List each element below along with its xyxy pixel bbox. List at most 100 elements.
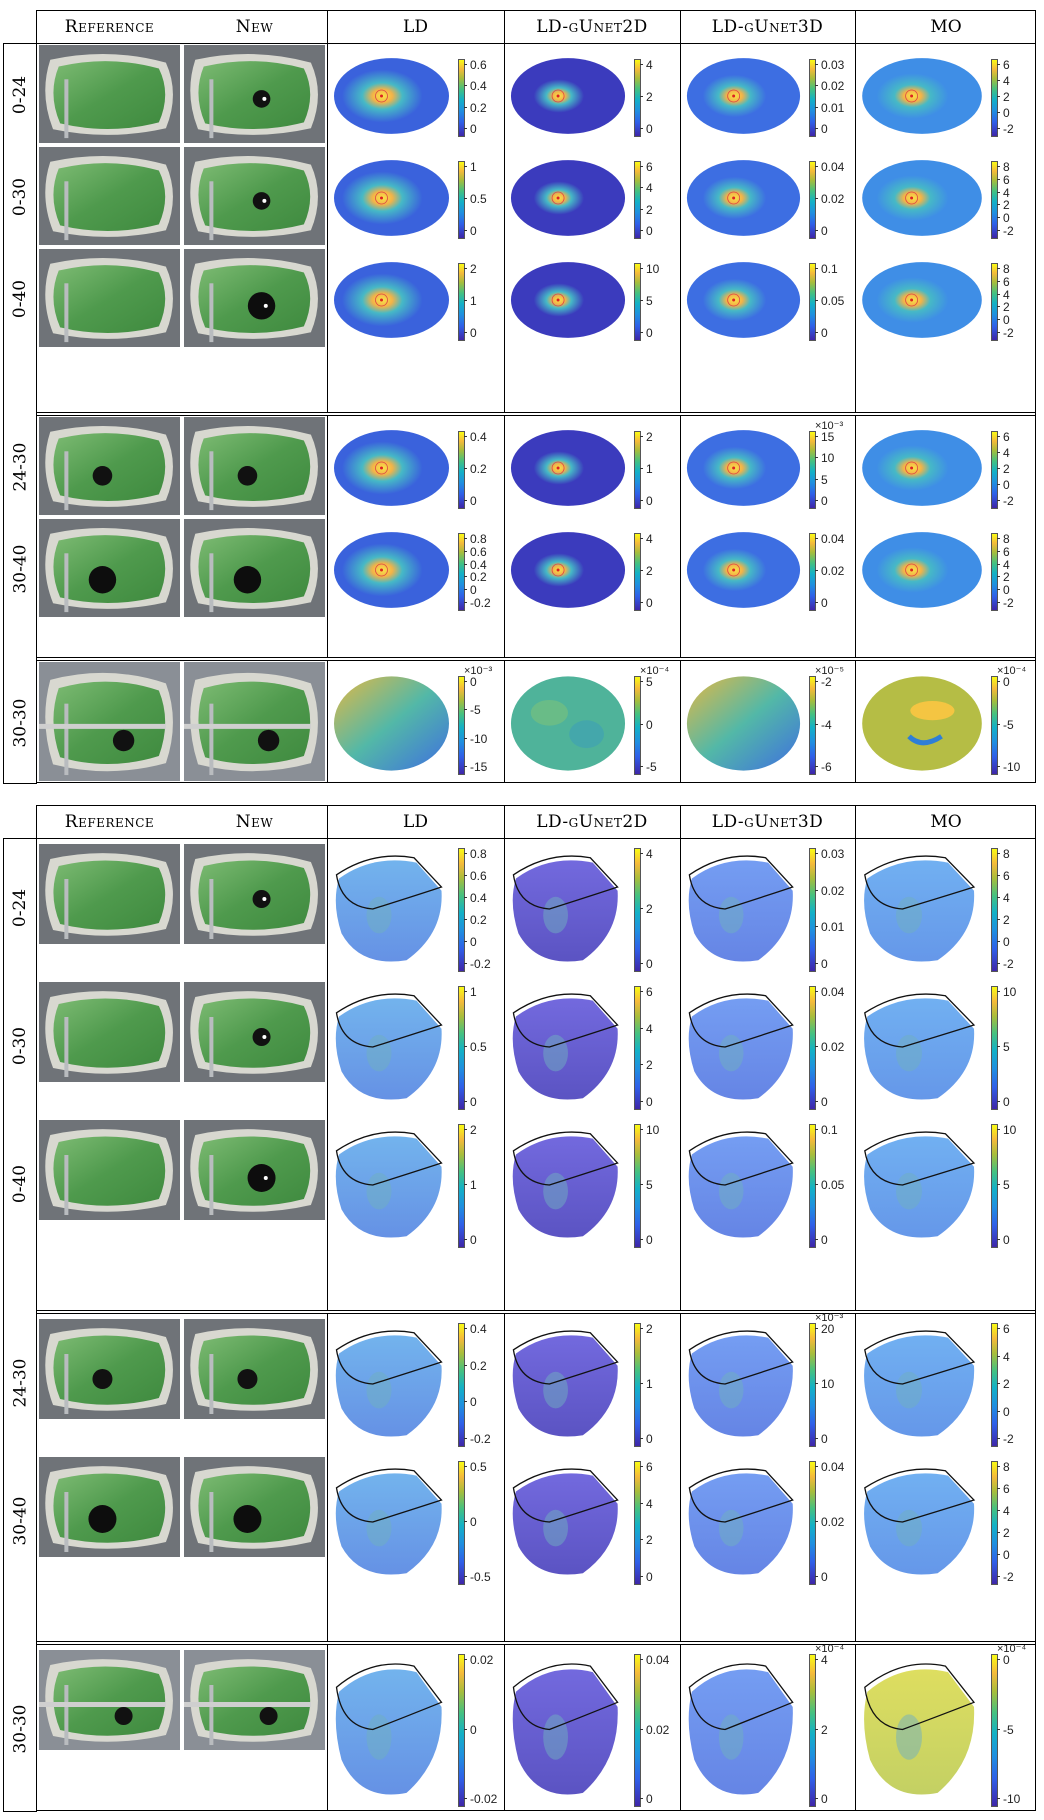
colorbar-tick: 15 [814, 430, 835, 444]
colorbar [458, 59, 465, 137]
colorbar-tick: 0 [464, 583, 477, 598]
heatmap-mo [857, 257, 987, 343]
colorbar-tick: 0 [997, 1095, 1010, 1109]
heatmap-mo [857, 155, 987, 241]
colorbar-tick: 2 [640, 902, 653, 916]
colorbar-tick: 0.1 [815, 262, 838, 276]
colorbar-tick: -0.2 [464, 1432, 491, 1446]
heatmap-ld [329, 527, 454, 613]
colorbar-tick: 0.04 [814, 532, 845, 546]
panel-2d-maps: Reference New LD LD-gUnet2D LD-gUnet3D M… [3, 10, 1036, 784]
colorbar-tick: 0 [464, 494, 477, 508]
colorbar-tick: 2 [640, 202, 653, 217]
colorbar-tick: 2 [997, 90, 1010, 104]
colorbar-tick: -6 [815, 760, 832, 774]
colorbar-tick: 0 [997, 106, 1010, 120]
reference-photo [39, 844, 180, 944]
colorbar-tick: 0.04 [639, 1653, 670, 1667]
colorbar [458, 1323, 465, 1447]
colorbar-tick: -10 [996, 1792, 1021, 1806]
heatmap-gu3 [682, 848, 805, 970]
colorbar-tick: 0 [640, 1095, 653, 1109]
colorbar-tick: 6 [997, 1322, 1010, 1336]
heatmap-gu3 [682, 1124, 805, 1246]
colorbar-tick: 4 [640, 1496, 653, 1511]
header-ld-gunet2d: LD-gUnet2D [536, 812, 648, 832]
colorbar-tick: -2 [997, 957, 1014, 971]
colorbar [634, 1124, 641, 1248]
colorbar-exponent: ×10⁻⁴ [997, 665, 1027, 677]
heatmap-ld [329, 257, 454, 343]
heatmap-gu2 [506, 1323, 630, 1445]
colorbar-tick: 0.2 [464, 570, 487, 585]
reference-photo [39, 1319, 180, 1419]
colorbar-tick: 0 [640, 717, 653, 732]
colorbar [634, 59, 641, 137]
colorbar-tick: 0.2 [464, 462, 487, 476]
heatmap-ld [329, 1461, 454, 1583]
colorbar-tick: 0.02 [463, 1653, 494, 1667]
colorbar [458, 533, 465, 611]
colorbar [809, 533, 816, 611]
colorbar-tick: 0.2 [464, 913, 487, 927]
colorbar-tick: 0 [640, 326, 653, 340]
colorbar-tick: 2 [464, 262, 477, 276]
colorbar-tick: -2 [997, 494, 1014, 508]
colorbar-tick: 0.01 [814, 100, 845, 115]
colorbar-tick: 0 [464, 1395, 477, 1410]
colorbar-tick: 0 [464, 224, 477, 238]
colorbar-exponent: ×10⁻⁵ [815, 665, 845, 677]
colorbar [991, 263, 998, 341]
heatmap-flat [857, 670, 987, 777]
colorbar-tick: 10 [639, 262, 660, 276]
colorbar-tick: 0 [815, 224, 828, 238]
colorbar-tick: 0.4 [464, 79, 487, 94]
colorbar-tick: 0.8 [464, 847, 487, 861]
heatmap-ld [329, 1124, 454, 1246]
reference-photo [39, 1650, 180, 1750]
reference-photo [39, 519, 180, 617]
colorbar-tick: 0.5 [464, 1460, 487, 1474]
colorbar [458, 676, 465, 775]
row-label: 0-40 [10, 279, 31, 319]
reference-photo [39, 982, 180, 1082]
colorbar-tick: 0.04 [814, 985, 845, 999]
heatmap-ld [329, 848, 454, 970]
row-label: 24-30 [10, 442, 31, 492]
new-photo [184, 844, 325, 944]
colorbar-tick: 2 [640, 1058, 653, 1073]
colorbar-tick: 4 [640, 847, 653, 861]
colorbar-tick: 0 [640, 596, 653, 610]
heatmap-gu3 [682, 155, 805, 241]
header-mo: MO [930, 812, 962, 832]
colorbar-tick: 0.4 [464, 557, 487, 572]
colorbar-tick: -10 [463, 731, 488, 746]
colorbar-tick: -5 [640, 760, 657, 774]
colorbar-tick: 0.02 [814, 883, 845, 898]
new-photo [184, 249, 325, 347]
colorbar-tick: 0 [640, 1233, 653, 1247]
colorbar [809, 848, 816, 972]
colorbar-tick: 0.5 [464, 192, 487, 206]
colorbar-tick: 0 [815, 1792, 828, 1806]
colorbar-tick: 2 [640, 564, 653, 578]
colorbar-tick: 2 [997, 198, 1010, 213]
reference-photo [39, 249, 180, 347]
colorbar [991, 1654, 998, 1807]
new-photo [184, 417, 325, 515]
row-label: 30-40 [10, 1496, 31, 1546]
colorbar-tick: -0.5 [464, 1570, 491, 1584]
colorbar-tick: 10 [814, 451, 835, 466]
colorbar-tick: -5 [997, 717, 1014, 732]
new-photo [184, 1319, 325, 1419]
colorbar [991, 1323, 998, 1447]
colorbar-tick: 1 [464, 985, 477, 999]
colorbar-tick: 0.02 [814, 79, 845, 94]
colorbar-tick: 0.02 [639, 1722, 670, 1737]
colorbar-tick: 0 [464, 1095, 477, 1109]
colorbar-exponent: ×10⁻³ [464, 665, 493, 677]
colorbar-tick: 0 [464, 122, 477, 136]
colorbar-tick: 0.1 [815, 1123, 838, 1137]
colorbar-tick: 0 [640, 224, 653, 238]
header-ld-gunet3d: LD-gUnet3D [711, 17, 824, 37]
